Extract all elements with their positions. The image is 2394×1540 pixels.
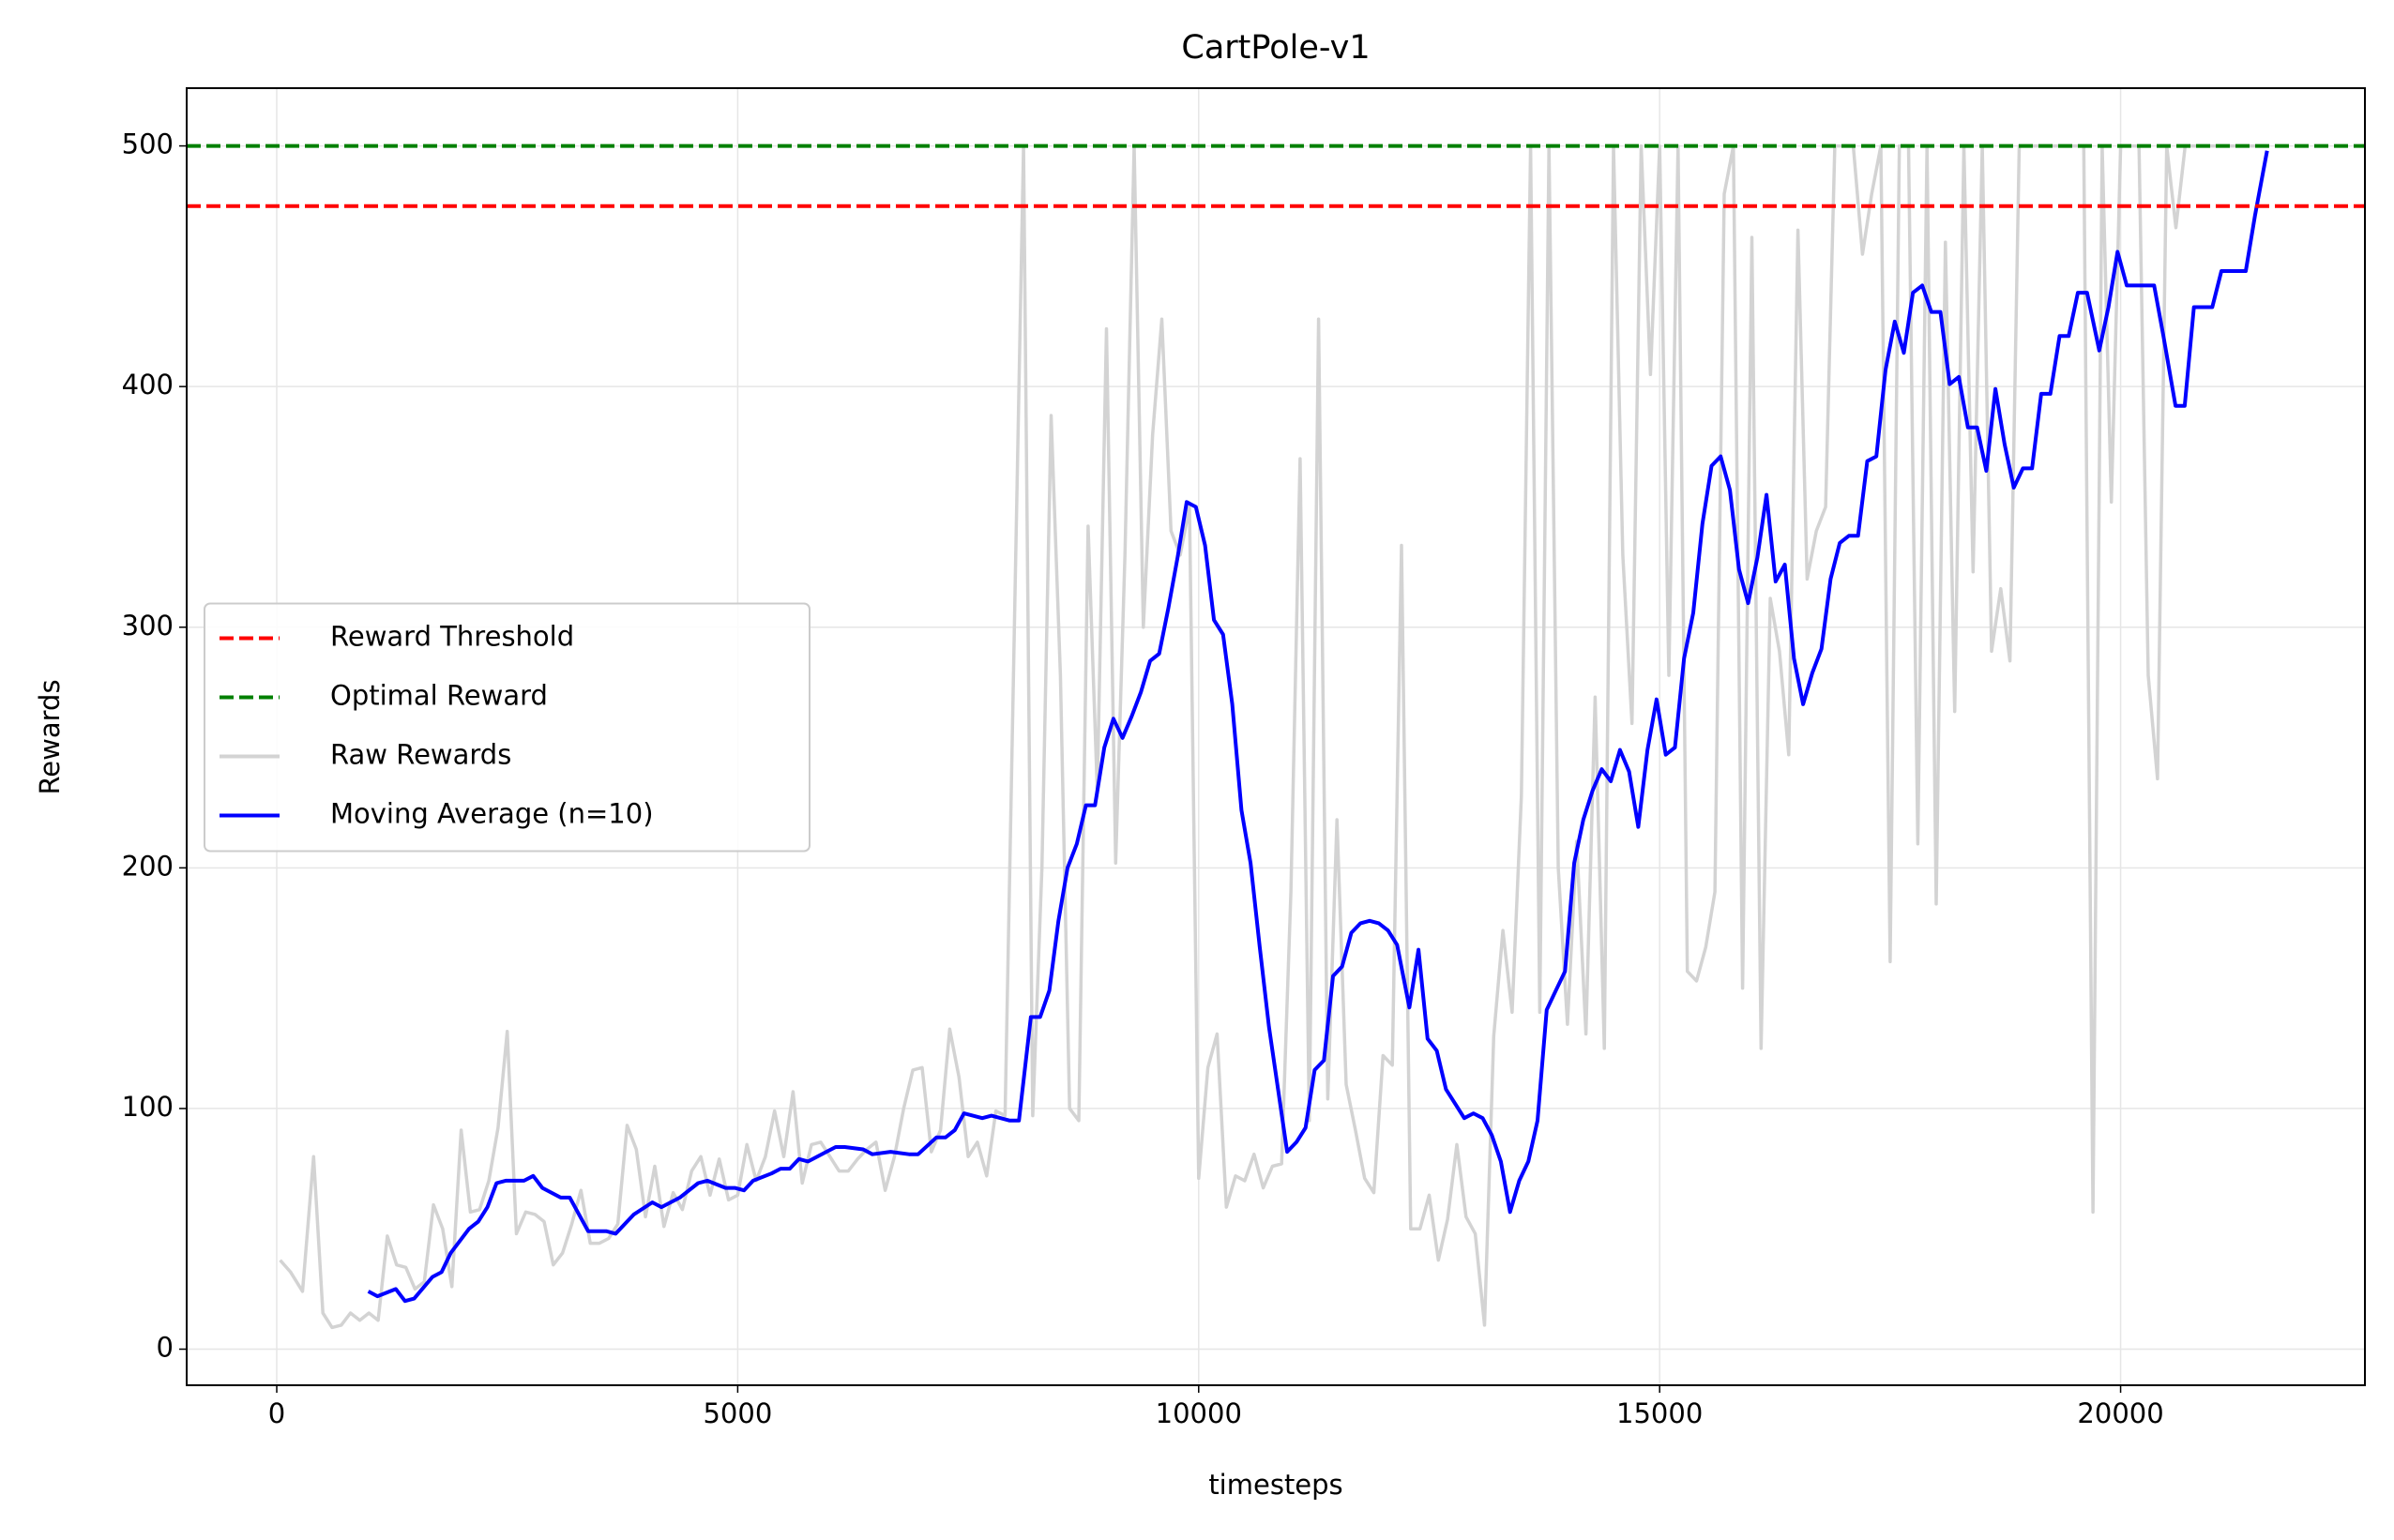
y-tick-label: 400 (122, 369, 174, 400)
y-axis-label: Rewards (34, 679, 66, 794)
y-tick-label: 100 (122, 1091, 174, 1123)
y-tick-label: 200 (122, 850, 174, 882)
legend-box (204, 602, 811, 853)
data-line (279, 143, 2268, 1330)
x-axis-label: timesteps (1208, 1469, 1342, 1501)
x-tick-label: 20000 (2077, 1397, 2163, 1429)
data-line (367, 150, 2269, 1304)
legend-label: Moving Average (n=10) (330, 798, 654, 830)
legend-label: Optimal Reward (330, 680, 548, 712)
plot-frame (186, 87, 2366, 1386)
x-tick-label: 15000 (1616, 1397, 1703, 1429)
y-tick-label: 0 (157, 1332, 174, 1364)
x-tick-label: 10000 (1156, 1397, 1242, 1429)
y-tick-label: 300 (122, 610, 174, 642)
legend-label: Reward Threshold (330, 621, 574, 653)
legend: Reward Threshold Optimal Reward Raw Reward… (204, 602, 811, 853)
y-tick-label: 500 (122, 128, 174, 160)
legend-label: Raw Rewards (330, 739, 511, 771)
x-tick-label: 0 (268, 1397, 285, 1429)
chart-title: CartPole-v1 (1181, 29, 1370, 67)
x-tick-label: 5000 (703, 1397, 772, 1429)
